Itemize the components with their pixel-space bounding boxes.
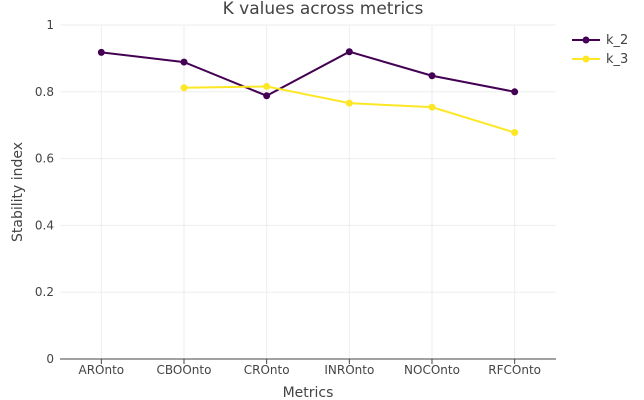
data-point-k_2[interactable] [345, 48, 353, 56]
chart-title: K values across metrics [223, 0, 424, 19]
y-axis-label: Stability index [10, 142, 26, 242]
series-k_3 [180, 82, 519, 137]
data-point-k_2[interactable] [511, 88, 519, 96]
data-point-k_3[interactable] [428, 103, 436, 111]
data-point-k_2[interactable] [263, 92, 271, 100]
x-tick-label: AROnto [79, 363, 125, 377]
grid-layer [60, 24, 556, 359]
legend-label: k_3 [606, 52, 628, 67]
data-point-k_2[interactable] [428, 72, 436, 80]
data-point-k_3[interactable] [263, 82, 271, 90]
x-tick-label: CROnto [244, 363, 290, 377]
legend-item-k_2[interactable]: k_2 [572, 33, 628, 48]
series-k_2 [97, 48, 519, 100]
x-tick-label: NOCOnto [404, 363, 460, 377]
legend-swatch-marker [582, 55, 590, 63]
data-point-k_2[interactable] [97, 48, 105, 56]
legend-label: k_2 [606, 33, 628, 48]
data-point-k_3[interactable] [180, 84, 188, 92]
y-tick-label: 0.4 [35, 218, 54, 232]
legend[interactable]: k_2k_3 [572, 33, 628, 67]
y-tick-label: 0.6 [35, 152, 54, 166]
x-tick-label: INROnto [324, 363, 374, 377]
series-line-k_2 [101, 50, 515, 97]
data-point-k_3[interactable] [511, 129, 519, 137]
y-tick-label: 1 [46, 18, 54, 32]
axis-layer: 0 0.2 0.4 0.6 0.8 1 AROnto CBOOnto CROnto INROnto… [35, 18, 556, 377]
x-tick-label: RFCOnto [488, 363, 541, 377]
y-tick-label: 0.2 [35, 285, 54, 299]
x-axis-label: Metrics [283, 385, 334, 400]
y-tick-label: 0.8 [35, 85, 54, 99]
legend-item-k_3[interactable]: k_3 [572, 52, 628, 67]
data-point-k_3[interactable] [345, 99, 353, 107]
legend-swatch-marker [582, 36, 590, 44]
series-layer [97, 48, 519, 137]
data-point-k_2[interactable] [180, 58, 188, 66]
y-tick-label: 0 [46, 352, 54, 366]
x-tick-label: CBOOnto [157, 363, 212, 377]
